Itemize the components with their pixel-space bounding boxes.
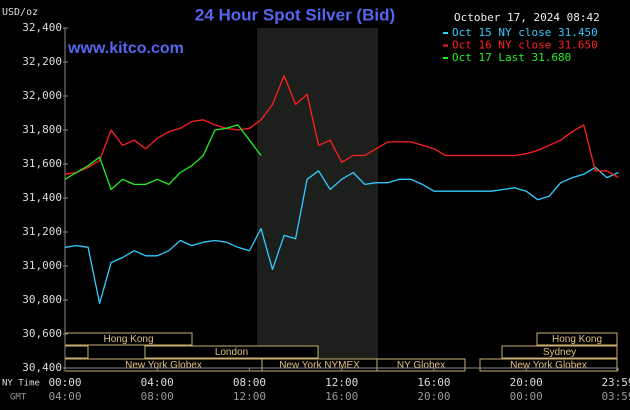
- session-label: New York NYMEX: [279, 360, 360, 371]
- unit-label: USD/oz: [2, 7, 38, 18]
- session-label: London: [215, 347, 248, 358]
- x-tick-label-gmt: 03:59: [601, 390, 630, 403]
- legend-label: Oct 16 NY close 31.650: [452, 39, 598, 52]
- x-tick-label: 08:00: [233, 376, 266, 389]
- x-tick-label: 20:00: [510, 376, 543, 389]
- y-tick-label: 31,400: [22, 191, 62, 204]
- session-box: [536, 332, 618, 346]
- x-tick-label-gmt: 12:00: [233, 390, 266, 403]
- y-tick-label: 30,600: [22, 327, 62, 340]
- x-tick-label: 04:00: [141, 376, 174, 389]
- session-label: Hong Kong: [103, 334, 153, 345]
- x-tick-label: 16:00: [417, 376, 450, 389]
- session-label: Hong Kong: [552, 334, 602, 345]
- x-tick-label: 00:00: [48, 376, 81, 389]
- series-line: [64, 166, 619, 305]
- x-tick-label: 23:59: [601, 376, 630, 389]
- timestamp: October 17, 2024 08:42: [454, 11, 600, 24]
- session-label: Sydney: [543, 347, 576, 358]
- y-tick-label: 31,600: [22, 157, 62, 170]
- ny-time-label: NY Time: [2, 379, 40, 389]
- y-tick-label: 31,200: [22, 225, 62, 238]
- y-tick-label: 32,000: [22, 89, 62, 102]
- gmt-label: GMT: [10, 393, 27, 403]
- y-tick-label: 31,000: [22, 259, 62, 272]
- legend-label: Oct 15 NY close 31.450: [452, 26, 598, 39]
- y-tick-label: 32,400: [22, 21, 62, 34]
- watermark: www.kitco.com: [67, 40, 184, 57]
- series-line: [64, 124, 262, 191]
- session-label: NY Globex: [397, 360, 445, 371]
- x-tick-label-gmt: 00:00: [510, 390, 543, 403]
- nymex-shade: [257, 28, 378, 368]
- session-box: [501, 345, 618, 359]
- x-tick-label: 12:00: [325, 376, 358, 389]
- chart-title: 24 Hour Spot Silver (Bid): [195, 5, 395, 24]
- y-tick-label: 32,200: [22, 55, 62, 68]
- session-label: New York Globex: [125, 360, 202, 371]
- session-label: New York Globex: [510, 360, 587, 371]
- series-line: [64, 74, 619, 179]
- session-box: [144, 345, 319, 359]
- y-tick-label: 30,400: [22, 361, 62, 374]
- y-tick-label: 31,800: [22, 123, 62, 136]
- x-tick-label-gmt: 04:00: [48, 390, 81, 403]
- y-tick-label: 30,800: [22, 293, 62, 306]
- legend-label: Oct 17 Last 31.680: [452, 51, 571, 64]
- x-tick-label-gmt: 16:00: [325, 390, 358, 403]
- x-tick-label-gmt: 08:00: [141, 390, 174, 403]
- x-tick-label-gmt: 20:00: [417, 390, 450, 403]
